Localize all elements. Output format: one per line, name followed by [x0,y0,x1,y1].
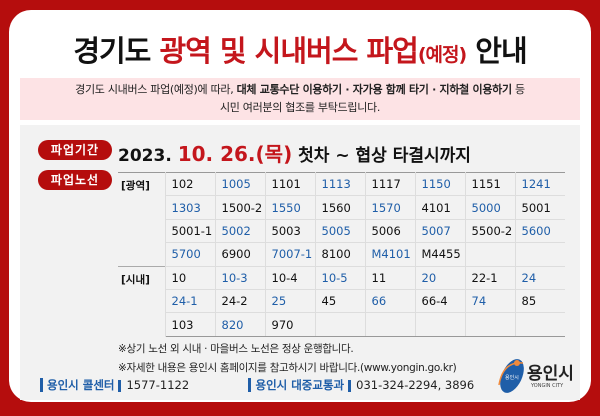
route-cell: 5007 [415,219,466,244]
route-group-label: [시내] [118,265,166,337]
period-date: 10. 26.(목) [177,142,293,166]
period-year: 2023. [118,146,172,166]
route-cell: 24-1 [165,289,216,314]
route-cell: 5005 [315,219,366,244]
title-part: 안내 [466,34,527,68]
route-cell: 85 [515,289,565,314]
route-cell: 102 [165,171,216,197]
route-cell: 5700 [165,242,216,267]
logo-subtext: YONGIN CITY [531,383,564,389]
logo-text: 용인시 [527,364,574,384]
route-cell: 10-3 [215,265,266,290]
route-cell: 1005 [215,171,266,197]
route-cell: 103 [165,312,216,337]
notice-text: 등 [511,83,525,96]
notice-line2: 시민 여러분의 협조를 부탁드립니다. [219,101,381,114]
route-cell: 5001-1 [165,219,216,244]
route-cell: 1113 [315,171,366,197]
route-cell: 1303 [165,195,216,220]
yongin-emblem-icon: 용인시 [498,359,524,393]
route-cell: 1117 [365,171,416,197]
route-cell: 1500-2 [215,195,266,220]
table-row: [광역] 102 1005 1101 1113 1117 1150 1151 1241 [118,171,565,267]
route-cell [365,312,416,337]
route-cell: 5002 [215,219,266,244]
title-part: 경기도 [73,34,160,68]
route-cell: M4101 [365,242,416,267]
route-cell: 66-4 [415,289,466,314]
route-cell: 66 [365,289,416,314]
route-cell: 6900 [215,242,266,267]
footer-contacts: 용인시 콜센터 1577-1122 용인시 대중교통과 031-324-2294, … [40,377,474,393]
route-cell [465,242,516,267]
divider [118,379,122,392]
route-cell [515,312,565,337]
table-row: 24-1 24-2 25 45 66 66-4 74 85 [118,289,565,314]
route-cell: 1560 [315,195,366,220]
call-center-number: 1577-1122 [126,378,190,392]
route-group-label: [광역] [118,172,166,267]
route-cell: 10-5 [315,265,366,290]
yongin-logo: 용인시 용인시 YONGIN CITY [495,355,585,397]
route-cell: 1151 [465,171,516,197]
route-cell: 1150 [415,171,466,197]
routes-table: [광역] 102 1005 1101 1113 1117 1150 1151 1241 1303 1… [118,171,565,337]
table-row: 5700 6900 7007-1 8100 M4101 M4455 [118,242,565,267]
title-tentative: (예정) [417,44,467,66]
svg-text:용인시: 용인시 [505,374,519,381]
routes-badge: 파업노선 [38,170,112,190]
route-cell [315,312,366,337]
period-badge: 파업기간 [38,140,112,160]
route-cell: 11 [365,265,416,290]
table-row: 5001-1 5002 5003 5005 5006 5007 5500-2 5600 [118,219,565,244]
notice-bold: 대체 교통수단 이용하기 · 자가용 함께 타기 · 지하철 이용하기 [236,83,513,96]
page-title: 경기도 광역 및 시내버스 파업(예정) 안내 [0,28,600,70]
route-cell [515,242,565,267]
route-cell: 5006 [365,219,416,244]
route-cell: 5600 [515,219,565,244]
route-cell: 5500-2 [465,219,516,244]
route-cell: 5003 [265,219,316,244]
divider [348,379,352,392]
route-cell: 1570 [365,195,416,220]
notice-box: 경기도 시내버스 파업(예정)에 따라, 대체 교통수단 이용하기 · 자가용 … [20,78,580,120]
route-cell: 45 [315,289,366,314]
table-row: 1303 1500-2 1550 1560 1570 4101 5000 5001 [118,195,565,220]
route-cell: 22-1 [465,265,516,290]
route-cell: 5000 [465,195,516,220]
table-row: 103 820 970 [118,312,565,337]
route-cell: 7007-1 [265,242,316,267]
note-2: ※자세한 내용은 용인시 홈페이지를 참고하시기 바랍니다.(www.yongi… [118,362,457,374]
route-cell: M4455 [415,242,466,267]
route-cell: 10-4 [265,265,316,290]
route-cell: 970 [265,312,316,337]
route-cell [465,312,516,337]
call-center-label: 용인시 콜센터 [40,378,115,392]
route-cell: 8100 [315,242,366,267]
route-cell: 4101 [415,195,466,220]
transit-dept-number: 031-324-2294, 3896 [356,378,475,392]
route-cell: 24 [515,265,565,290]
table-row: [시내] 10 10-3 10-4 10-5 11 20 22-1 24 [118,265,565,337]
route-cell: 10 [165,265,216,290]
route-cell [415,312,466,337]
route-cell: 820 [215,312,266,337]
route-cell: 20 [415,265,466,290]
note-1: ※상기 노선 외 시내 · 마을버스 노선은 정상 운행합니다. [118,343,354,355]
transit-dept-label: 용인시 대중교통과 [248,378,345,392]
period-rest: 첫차 ~ 협상 타결시까지 [292,146,471,166]
route-cell: 1241 [515,171,565,197]
route-cell: 5001 [515,195,565,220]
route-cell: 24-2 [215,289,266,314]
route-cell: 1101 [265,171,316,197]
notice-text: 경기도 시내버스 파업(예정)에 따라, [75,83,237,96]
strike-period: 2023. 10. 26.(목) 첫차 ~ 협상 타결시까지 [118,138,471,167]
route-cell: 74 [465,289,516,314]
route-cell: 25 [265,289,316,314]
title-highlight: 광역 및 시내버스 파업 [159,34,418,68]
route-cell: 1550 [265,195,316,220]
